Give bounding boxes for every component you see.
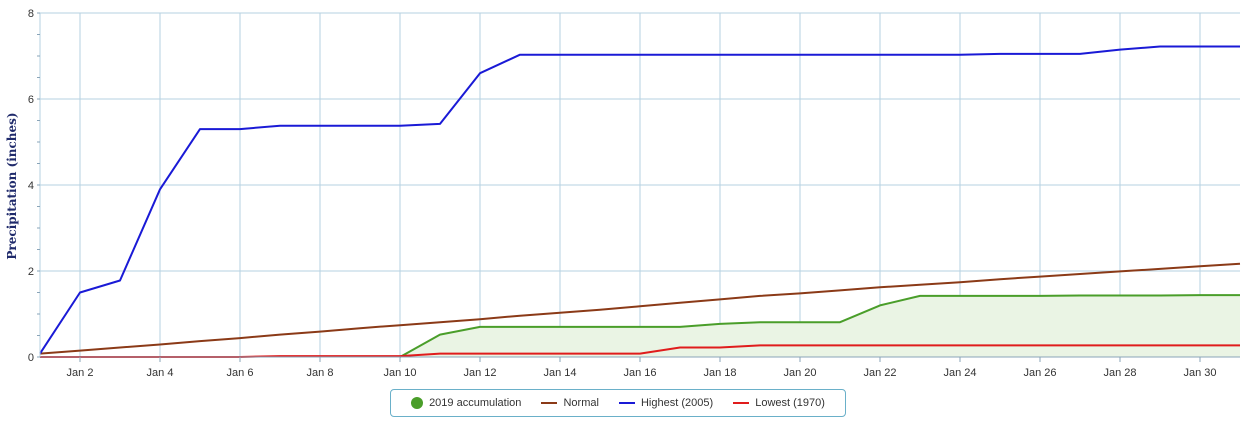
legend-label: Lowest (1970) [755, 397, 825, 409]
x-tick-label: Jan 18 [703, 367, 736, 379]
legend-line-icon [733, 402, 750, 404]
x-tick-label: Jan 16 [623, 367, 656, 379]
y-tick-label: 2 [28, 266, 34, 278]
y-tick-label: 0 [28, 352, 34, 364]
x-tick-label: Jan 30 [1183, 367, 1216, 379]
area-layer [400, 295, 1240, 357]
x-tick-label: Jan 22 [863, 367, 896, 379]
legend-item-normal[interactable]: Normal [541, 397, 599, 409]
x-tick-label: Jan 2 [67, 367, 94, 379]
chart-legend: 2019 accumulation Normal Highest (2005) … [390, 389, 846, 417]
precipitation-chart: 0 2 4 6 8 Jan 2 Jan 4 Jan 6 Jan 8 Jan 10 Jan 12 Jan… [5, 8, 1241, 379]
x-tick-label: Jan 10 [383, 367, 416, 379]
series-line-1 [39, 262, 1241, 355]
x-tick-label: Jan 6 [227, 367, 254, 379]
x-tick-label: Jan 20 [783, 367, 816, 379]
y-tick-label: 4 [28, 180, 34, 192]
x-tick-label: Jan 26 [1023, 367, 1056, 379]
series-line-2 [39, 45, 1240, 355]
x-tick-label: Jan 24 [943, 367, 976, 379]
y-axis-label: Precipitation (inches) [5, 112, 19, 259]
legend-label: 2019 accumulation [429, 397, 522, 409]
x-tick-label: Jan 4 [147, 367, 174, 379]
series-area-fill [400, 295, 1240, 357]
series-line-0 [399, 294, 1240, 358]
x-tick-label: Jan 14 [543, 367, 576, 379]
legend-label: Highest (2005) [640, 397, 714, 409]
legend-label: Normal [563, 397, 599, 409]
y-tick-label: 8 [28, 8, 34, 20]
y-tick-label: 6 [28, 94, 34, 106]
legend-item-highest[interactable]: Highest (2005) [618, 397, 714, 409]
legend-line-icon [618, 402, 635, 404]
legend-item-lowest[interactable]: Lowest (1970) [733, 397, 825, 409]
x-tick-label: Jan 28 [1103, 367, 1136, 379]
x-tick-label: Jan 12 [463, 367, 496, 379]
x-tick-label: Jan 8 [307, 367, 334, 379]
legend-line-icon [541, 402, 558, 404]
legend-item-2019[interactable]: 2019 accumulation [411, 397, 521, 409]
legend-dot-icon [411, 397, 424, 409]
axis-layer: 0 2 4 6 8 Jan 2 Jan 4 Jan 6 Jan 8 Jan 10 Jan 12 Jan… [28, 8, 1240, 379]
